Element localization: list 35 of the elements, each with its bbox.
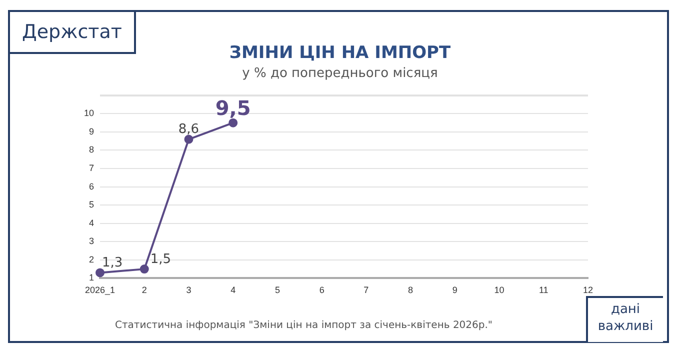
x-tick-label: 9	[452, 285, 458, 296]
y-tick-label: 5	[88, 200, 94, 210]
point	[184, 134, 194, 144]
x-tick-label: 5	[274, 285, 280, 296]
x-tick-label: 8	[408, 285, 414, 296]
y-tick-label: 8	[88, 144, 94, 155]
x-tick-label: 6	[319, 285, 324, 296]
y-tick-label: 2	[88, 254, 94, 264]
data-label: 8,6	[178, 122, 200, 138]
point	[228, 118, 238, 128]
y-tick-label: 6	[88, 181, 94, 192]
text: Статистична інформація "Зміни цін на імпорт за січень-квітень 2026р."	[115, 320, 493, 331]
y-tick-label: 7	[88, 163, 94, 174]
x-tick-label: 3	[186, 285, 192, 296]
x-tick-label: 2026_1	[84, 285, 116, 296]
x-tick-label: 7	[364, 285, 369, 296]
y-tick-label: 4	[88, 218, 94, 228]
y-tick-label: 3	[88, 236, 94, 246]
x-tick-label: 11	[538, 285, 548, 296]
y-tick-label: 9	[88, 126, 94, 136]
data-label: 1,3	[102, 256, 123, 271]
text: Держстат	[8, 10, 136, 54]
point	[96, 268, 105, 278]
x-tick-label: 10	[494, 285, 504, 296]
point	[140, 264, 149, 274]
data-label: 1,5	[150, 252, 172, 267]
x-tick-label: 12	[582, 285, 594, 296]
chart-title: ЗМІНИ ЦІН НА ІМПОРТ	[228, 43, 452, 63]
x-tick-label: 2	[142, 285, 147, 296]
data-label: 9,5	[215, 96, 251, 120]
y-tick-label: 10	[84, 108, 94, 118]
y-tick-label: 1	[88, 272, 94, 283]
x-tick-label: 4	[230, 285, 236, 296]
text: дані важливі	[586, 296, 663, 342]
chart-subtitle: у % до попереднього місяця	[241, 66, 439, 81]
